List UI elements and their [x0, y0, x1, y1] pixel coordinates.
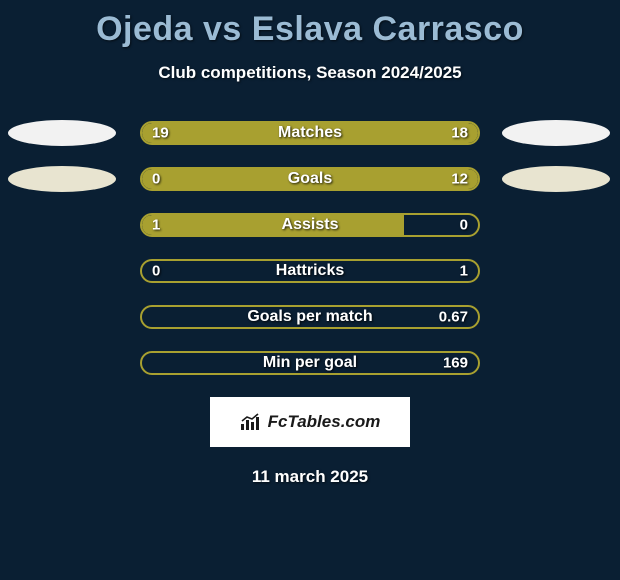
stat-value-right: 1: [460, 263, 468, 280]
stat-label: Goals: [288, 170, 332, 188]
stat-value-left: 0: [152, 171, 160, 188]
subtitle: Club competitions, Season 2024/2025: [0, 63, 620, 83]
stat-row: 1 0 Assists: [0, 213, 620, 237]
page-title: Ojeda vs Eslava Carrasco: [0, 0, 620, 49]
player-left-badge: [8, 120, 116, 146]
watermark: FcTables.com: [210, 397, 410, 447]
stat-row: 19 18 Matches: [0, 121, 620, 145]
player-right-badge: [502, 120, 610, 146]
date-label: 11 march 2025: [0, 467, 620, 487]
stat-row: 0.67 Goals per match: [0, 305, 620, 329]
stat-bar: 19 18 Matches: [140, 121, 480, 145]
chart-icon: [240, 413, 262, 431]
stat-value-right: 18: [451, 125, 468, 142]
stat-label: Assists: [282, 216, 339, 234]
stat-row: 0 1 Hattricks: [0, 259, 620, 283]
stat-bar: 1 0 Assists: [140, 213, 480, 237]
stat-value-left: 1: [152, 217, 160, 234]
stat-label: Min per goal: [263, 354, 357, 372]
stat-value-left: 0: [152, 263, 160, 280]
watermark-text: FcTables.com: [268, 412, 381, 432]
stat-bar: 0 12 Goals: [140, 167, 480, 191]
stat-label: Hattricks: [276, 262, 344, 280]
stat-label: Goals per match: [247, 308, 372, 326]
stat-value-right: 0.67: [439, 309, 468, 326]
stat-value-right: 0: [460, 217, 468, 234]
bar-fill-left: [142, 215, 404, 235]
player-left-badge: [8, 166, 116, 192]
stats-container: 1918Matches012Goals10Assists01Hattricks0…: [0, 121, 620, 375]
stat-row: 0 12 Goals: [0, 167, 620, 191]
stat-bar: 0.67 Goals per match: [140, 305, 480, 329]
stat-value-left: 19: [152, 125, 169, 142]
stat-row: 169 Min per goal: [0, 351, 620, 375]
stat-value-right: 169: [443, 355, 468, 372]
bar-fill-right: [202, 169, 478, 189]
stat-bar: 0 1 Hattricks: [140, 259, 480, 283]
stat-label: Matches: [278, 124, 342, 142]
player-right-badge: [502, 166, 610, 192]
stat-value-right: 12: [451, 171, 468, 188]
stat-bar: 169 Min per goal: [140, 351, 480, 375]
